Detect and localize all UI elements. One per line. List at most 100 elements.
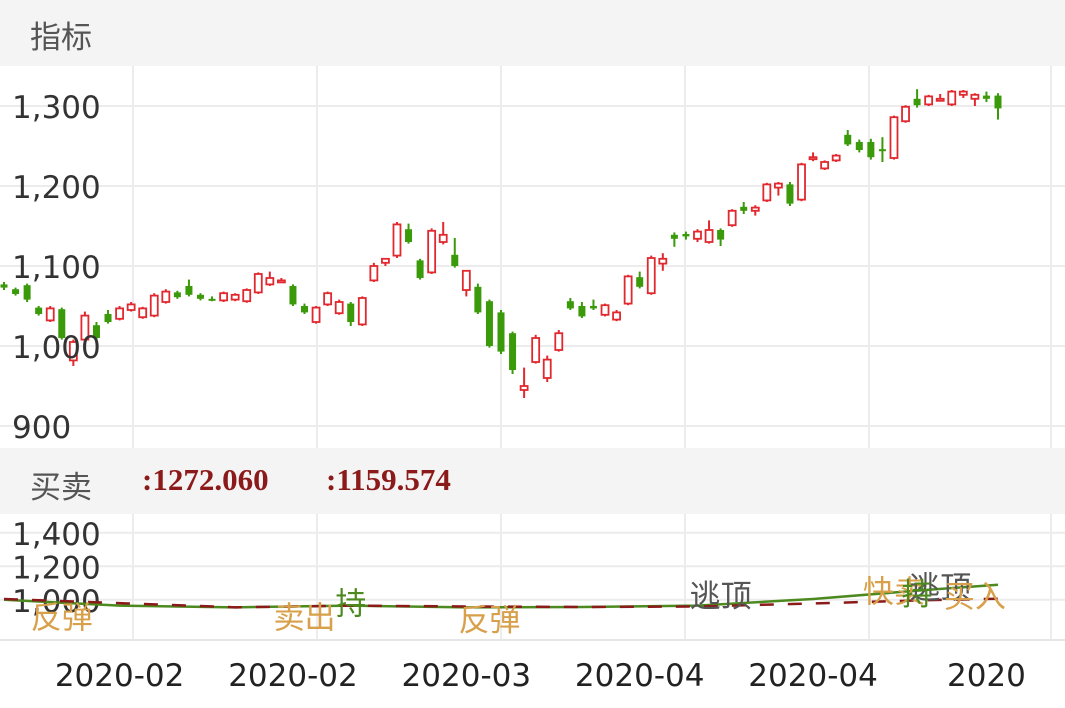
signal-label: 持: [335, 586, 366, 622]
signal-value-a: :1272.060: [142, 462, 269, 497]
candle-body: [334, 301, 344, 315]
candle: [149, 293, 159, 318]
candle-body: [670, 234, 678, 239]
candle-body: [889, 116, 899, 159]
candle: [566, 298, 574, 310]
candle: [808, 152, 818, 162]
candle-body: [612, 311, 621, 321]
signal-label: 卖出: [274, 601, 336, 637]
candle: [670, 232, 678, 247]
candle-body: [381, 257, 390, 264]
signal-label: 反弹: [31, 601, 93, 637]
candle-body: [867, 142, 875, 158]
candle: [612, 310, 621, 322]
candle-body: [982, 95, 990, 99]
candle: [405, 223, 413, 244]
candle-body: [427, 229, 437, 274]
candle-body: [509, 333, 517, 370]
candle-body: [623, 275, 633, 305]
candle: [589, 299, 597, 310]
candle-body: [646, 257, 656, 295]
candle: [461, 269, 471, 297]
y-tick-label: 1,200: [12, 550, 101, 586]
candle: [427, 228, 437, 274]
candle-body: [994, 95, 1002, 109]
candle: [35, 306, 43, 316]
candle: [173, 290, 181, 299]
candle: [451, 238, 459, 268]
candle: [578, 302, 586, 318]
candle: [357, 296, 367, 326]
candle-body: [173, 292, 181, 298]
candle: [867, 138, 875, 160]
y-tick-label: 1,100: [12, 250, 101, 286]
candle-body: [347, 303, 355, 322]
candle: [185, 279, 193, 297]
candle: [704, 220, 714, 244]
signal-value-b: :1159.574: [326, 462, 451, 497]
candle: [381, 257, 390, 266]
candle: [208, 296, 216, 302]
candle: [844, 130, 852, 146]
candle-body: [58, 309, 66, 338]
signal-label: 逃顶: [690, 579, 752, 615]
candle: [23, 283, 31, 302]
y-tick-label: 1,200: [12, 170, 101, 206]
candle-body: [831, 154, 841, 162]
candle-body: [392, 223, 402, 257]
candlestick-chart[interactable]: 900 1,000 1,100 1,200 1,300: [0, 66, 1065, 448]
candle: [762, 182, 772, 202]
candle-body: [461, 269, 471, 291]
candle: [219, 291, 229, 302]
candle-body: [704, 229, 714, 243]
candle-body: [924, 95, 934, 106]
candle-body: [808, 156, 818, 161]
candle-body: [138, 307, 148, 319]
x-tick-label: 2020-04: [575, 658, 705, 694]
candle-body: [149, 294, 159, 317]
candle: [773, 182, 783, 196]
candle: [958, 90, 968, 98]
candle: [45, 306, 55, 322]
candle-body: [45, 307, 55, 322]
candle: [542, 355, 552, 382]
candle: [682, 231, 690, 240]
candle: [230, 293, 240, 302]
candle: [831, 154, 841, 162]
candle-body: [161, 290, 171, 303]
candle: [301, 303, 309, 314]
candle-body: [416, 260, 424, 278]
candle-body: [542, 358, 552, 379]
candle: [0, 282, 8, 290]
candle-body: [126, 303, 136, 311]
candle: [554, 330, 564, 352]
candle: [797, 162, 806, 202]
candle-body: [276, 279, 286, 284]
candle: [392, 222, 402, 258]
candle-body: [253, 273, 263, 294]
candle: [623, 274, 633, 306]
candle-body: [947, 90, 957, 106]
candle-body: [357, 297, 367, 326]
candle: [138, 306, 148, 319]
x-tick-label: 2020-02: [228, 658, 358, 694]
candle-body: [566, 301, 574, 309]
candle: [311, 306, 321, 324]
candle: [334, 299, 344, 315]
candle: [646, 255, 656, 295]
candle: [369, 262, 379, 282]
candle: [497, 310, 505, 354]
candle: [276, 278, 286, 284]
candle-body: [35, 307, 43, 314]
candle-body: [323, 292, 333, 306]
candle-body: [519, 385, 529, 391]
candle-body: [878, 149, 886, 152]
signal-chart[interactable]: 1,0001,2001,400反弹 卖出持反弹逃顶 快卖逃顶持 买入2020-02 20…: [0, 514, 1065, 708]
candle: [786, 182, 794, 206]
candle-body: [219, 292, 229, 302]
candle-body: [115, 307, 124, 320]
candle: [820, 160, 830, 170]
signal-title: 买卖: [30, 470, 92, 506]
signal-header: 买卖 :1272.060 :1159.574: [0, 448, 1065, 514]
candle: [242, 288, 252, 303]
